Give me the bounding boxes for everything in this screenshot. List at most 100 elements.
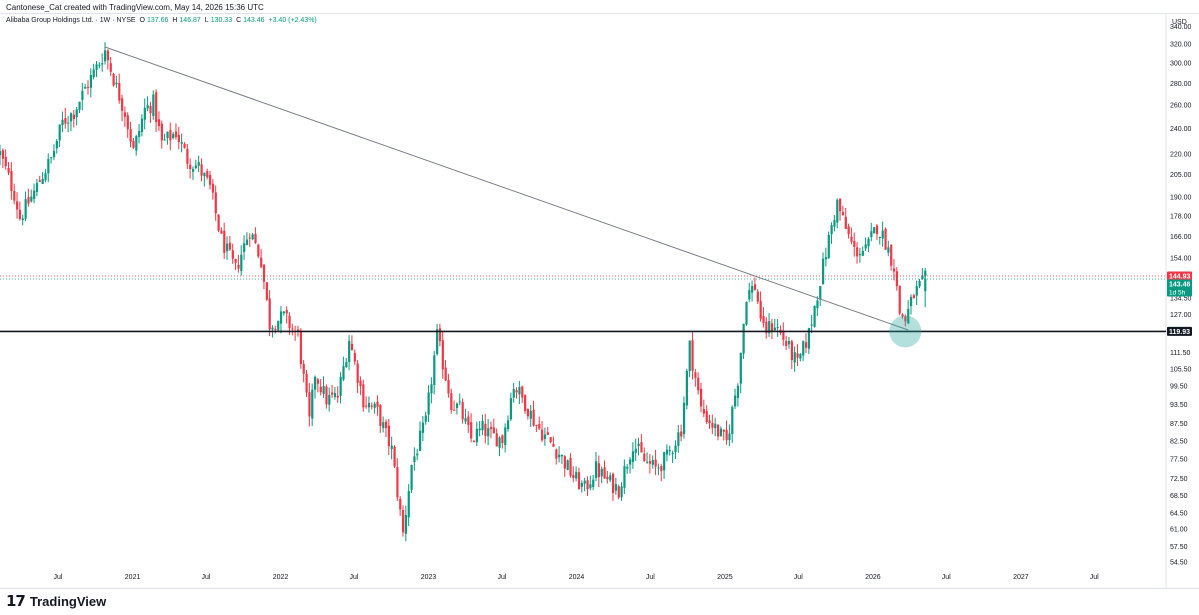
candle-body — [753, 284, 757, 290]
legend-low-label: L — [204, 17, 209, 24]
candle-body — [72, 114, 75, 120]
price-tick-label: 127.00 — [1170, 312, 1192, 319]
candle-body — [98, 64, 101, 66]
legend-change: +3.40 (+2.43%) — [268, 17, 317, 24]
candle-body — [481, 421, 484, 431]
price-label-value: 143.46 — [1169, 282, 1191, 289]
candle-body — [421, 422, 425, 433]
candle-body — [331, 392, 334, 395]
trendline — [104, 46, 909, 331]
candle-body — [299, 331, 303, 364]
candle-body — [489, 426, 493, 430]
candle-body — [237, 264, 240, 269]
price-tick-label: 280.00 — [1170, 81, 1192, 88]
candle-body — [458, 401, 461, 403]
candle-body — [18, 209, 22, 219]
candle-body — [152, 94, 155, 116]
candle-body — [807, 328, 811, 349]
candle-body — [799, 353, 802, 359]
candle-body — [200, 164, 203, 176]
time-axis[interactable]: Jul 2021 Jul 2022 Jul 2023 Jul 2024 Jul 2025 Jul 20… — [53, 574, 1099, 581]
time-tick-label: Jul — [201, 574, 210, 581]
currency-label: USD — [1172, 19, 1187, 26]
price-tick-label: 111.50 — [1170, 350, 1190, 357]
overlays-layer — [0, 46, 1166, 348]
candle-body — [401, 509, 405, 533]
candle-body — [694, 372, 697, 378]
price-tick-label: 240.00 — [1170, 126, 1192, 133]
candle-body — [773, 327, 776, 331]
candle-body — [535, 424, 538, 426]
chart-legend: Alibaba Group Holdings Ltd. · 1W · NYSE … — [6, 17, 319, 24]
candle-body — [257, 244, 260, 257]
candle-body — [719, 428, 723, 437]
candle-body — [359, 380, 362, 386]
candle-body — [529, 410, 532, 419]
candle-body — [484, 423, 487, 436]
candle-body — [407, 490, 410, 518]
candle-body — [89, 74, 93, 88]
candle-body — [399, 498, 402, 510]
candle-body — [67, 122, 70, 124]
candle-body — [594, 461, 598, 478]
candle-body — [356, 363, 359, 383]
candle-body — [782, 332, 785, 340]
candle-body — [336, 395, 339, 398]
price-tick-label: 178.00 — [1170, 213, 1192, 220]
candle-body — [316, 379, 320, 384]
candle-body — [887, 247, 890, 253]
candle-body — [677, 432, 680, 446]
price-label-box — [1167, 326, 1192, 336]
time-tick-label: Jul — [53, 574, 62, 581]
candle-body — [325, 386, 328, 405]
candle-body — [739, 352, 742, 384]
candle-body — [566, 460, 569, 470]
candle-body — [251, 234, 254, 240]
candle-body — [844, 216, 847, 230]
candle-body — [464, 418, 467, 422]
candle-body — [748, 290, 751, 300]
candle-body — [734, 395, 737, 407]
price-tick-label: 205.00 — [1170, 172, 1192, 179]
candle-body — [393, 446, 396, 467]
candle-body — [248, 237, 251, 239]
footer-divider — [0, 588, 1199, 589]
tradingview-logo-icon: 17 — [6, 592, 26, 610]
candle-body — [824, 257, 828, 260]
candle-body — [651, 460, 654, 465]
candle-body — [861, 250, 864, 256]
candle-body — [64, 118, 67, 124]
candle-body — [353, 353, 356, 362]
brand-name: TradingView — [29, 593, 107, 609]
candle-body — [685, 370, 688, 406]
candle-body — [223, 230, 226, 253]
candle-body — [285, 310, 288, 314]
candle-body — [132, 140, 135, 148]
candle-body — [217, 214, 220, 231]
candle-body — [362, 384, 365, 408]
price-tick-label: 220.00 — [1170, 151, 1192, 158]
candle-body — [736, 385, 740, 398]
candle-body — [634, 448, 637, 453]
candle-body — [521, 386, 524, 398]
legend-close-value: 143.46 — [243, 17, 265, 24]
candle-body — [711, 422, 714, 428]
candle-body — [901, 314, 904, 317]
candle-body — [387, 425, 391, 447]
price-label-value: 144.93 — [1169, 274, 1191, 281]
candle-body — [663, 452, 666, 471]
candle-body — [802, 341, 805, 356]
candle-body — [787, 341, 791, 345]
candle-body — [526, 408, 530, 417]
price-tick-label: 93.50 — [1170, 402, 1188, 409]
candle-body — [33, 190, 36, 200]
candle-body — [143, 107, 146, 120]
candle-body — [234, 258, 237, 263]
candle-body — [912, 295, 916, 299]
candle-body — [194, 165, 198, 169]
candle-body — [822, 258, 825, 285]
legend-high-value: 146.87 — [179, 17, 201, 24]
tradingview-brand[interactable]: 17 TradingView — [6, 592, 106, 610]
